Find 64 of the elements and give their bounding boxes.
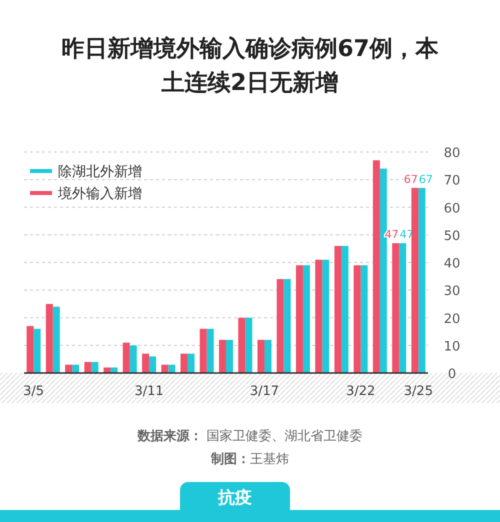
y-tick-label: 20 xyxy=(444,312,460,327)
x-tick-label: 3/11 xyxy=(134,384,164,399)
bar xyxy=(322,260,330,373)
bar xyxy=(284,279,291,373)
x-tick-label: 3/17 xyxy=(250,384,280,399)
text: 抗疫 xyxy=(180,482,290,512)
y-tick-label: 10 xyxy=(444,339,460,354)
bar xyxy=(302,265,310,373)
bar xyxy=(296,265,303,373)
bar xyxy=(52,306,60,373)
bar xyxy=(26,326,34,373)
bar xyxy=(245,318,252,373)
x-tick-label: 3/25 xyxy=(404,384,433,399)
bar xyxy=(130,345,137,373)
bar xyxy=(257,340,264,373)
bar xyxy=(188,354,195,373)
bar xyxy=(104,367,111,373)
bar xyxy=(149,356,156,373)
chart-title: 昨日新增境外输入确诊病例67例，本土连续2日无新增 xyxy=(60,35,440,98)
bar xyxy=(226,340,233,373)
data-label: 67 xyxy=(404,172,418,186)
bar xyxy=(360,265,368,373)
text: 制图：王基炜 xyxy=(210,451,290,468)
data-label: 67 xyxy=(418,172,433,186)
bar xyxy=(142,354,150,373)
y-tick-label: 60 xyxy=(444,201,460,216)
y-tick-label: 80 xyxy=(444,146,460,161)
bar xyxy=(91,362,98,373)
x-tick-label: 3/5 xyxy=(23,384,44,399)
bar xyxy=(238,318,246,373)
bar xyxy=(380,168,387,373)
y-tick-label: 40 xyxy=(444,256,460,272)
bar xyxy=(72,364,80,373)
bar xyxy=(219,340,226,373)
bar xyxy=(354,265,361,373)
bar xyxy=(161,364,168,373)
bar xyxy=(372,160,380,373)
bar xyxy=(180,354,188,373)
legend-label: 除湖北外新增 xyxy=(58,164,142,180)
bar xyxy=(122,342,130,373)
bar xyxy=(264,340,272,373)
x-tick-label: 3/22 xyxy=(346,384,376,399)
bar xyxy=(411,188,418,373)
bar xyxy=(399,243,406,373)
bar xyxy=(392,243,400,373)
bar xyxy=(65,364,72,373)
bar xyxy=(84,362,92,373)
y-tick-label: 70 xyxy=(444,174,460,189)
bar xyxy=(315,260,322,373)
y-tick-label: 30 xyxy=(444,284,460,300)
bar xyxy=(168,364,176,373)
text: 数据来源： 国家卫健委、湖北省卫健委 xyxy=(136,428,364,445)
bar xyxy=(341,246,348,373)
bar xyxy=(200,328,207,373)
y-tick-label: 50 xyxy=(444,228,460,244)
bar xyxy=(276,279,284,373)
y-tick-label: 0 xyxy=(448,367,456,382)
bar xyxy=(34,328,41,373)
bar xyxy=(206,328,214,373)
bar xyxy=(46,304,53,373)
bar xyxy=(418,188,426,373)
legend-label: 境外输入新增 xyxy=(57,186,142,202)
bar xyxy=(334,246,342,373)
bar xyxy=(110,367,118,373)
